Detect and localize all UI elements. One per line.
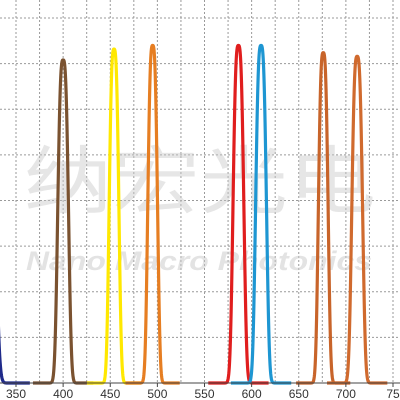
watermark-en: Nano Macro Photonics: [26, 246, 372, 276]
x-tick-label: 600: [242, 387, 262, 400]
x-axis: 350 400 450 500 550 600 650 700 75: [0, 382, 400, 400]
x-tick-label: 400: [53, 387, 73, 400]
x-tick-label: 350: [6, 387, 26, 400]
x-tick-label: 75: [386, 387, 400, 400]
x-tick-label: 700: [336, 387, 356, 400]
x-tick-label: 650: [289, 387, 309, 400]
watermark-cn: 纳宏光电: [24, 139, 376, 225]
x-tick-label: 550: [194, 387, 214, 400]
x-tick-label: 500: [147, 387, 167, 400]
x-tick-label: 450: [100, 387, 120, 400]
watermark: 纳宏光电 Nano Macro Photonics: [24, 139, 376, 276]
